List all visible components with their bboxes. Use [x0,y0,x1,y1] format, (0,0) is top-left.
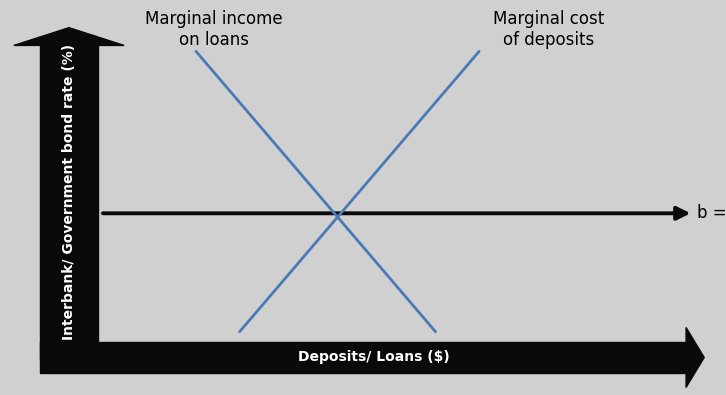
FancyArrow shape [14,28,124,45]
Text: Marginal income
on loans: Marginal income on loans [145,10,283,49]
Text: Marginal cost
of deposits: Marginal cost of deposits [492,10,604,49]
FancyArrow shape [686,327,704,387]
Text: b = market rate: b = market rate [697,204,726,222]
Bar [40,342,690,373]
Text: Interbank/ Government bond rate (%): Interbank/ Government bond rate (%) [62,43,76,340]
Bar [40,40,98,359]
Text: Deposits/ Loans ($): Deposits/ Loans ($) [298,350,450,365]
